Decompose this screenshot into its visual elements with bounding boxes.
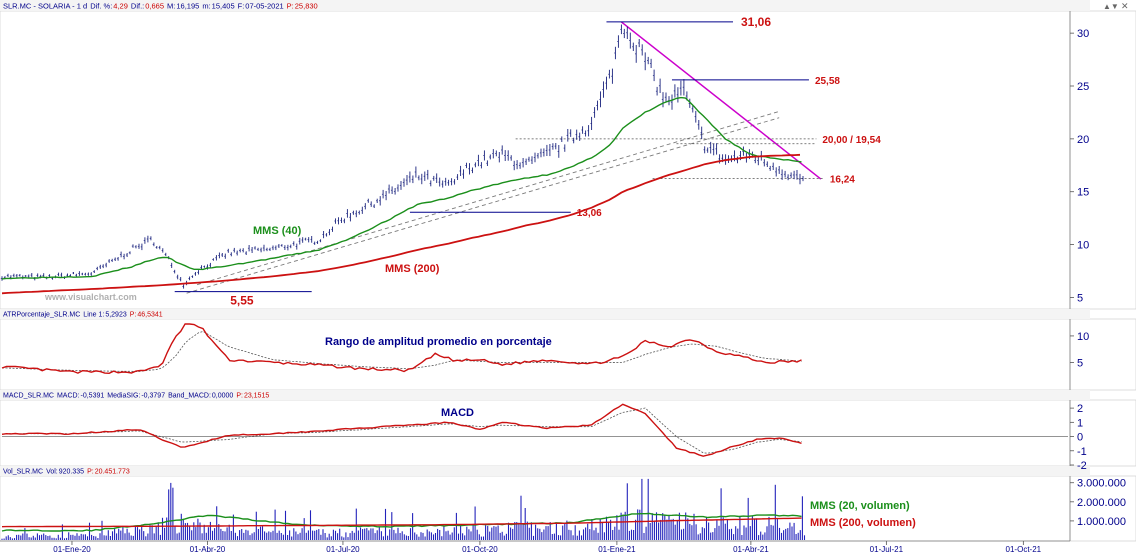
- volume-axis-tick-label: 3.000.000: [1077, 478, 1126, 490]
- x-axis-tick-label: 01-Oct-21: [1006, 545, 1042, 554]
- header-date-label: F:: [238, 2, 245, 11]
- x-axis-tick-label: 01-Jul-21: [870, 545, 904, 554]
- macd-axis-tick-label: -2: [1077, 460, 1087, 472]
- close-pane-button[interactable]: ✕: [1121, 1, 1129, 11]
- vol-header-name: Vol_SLR.MC: [3, 469, 43, 476]
- macd-axis-tick-label: 2: [1077, 403, 1083, 415]
- x-axis-tick-label: 01-Ene-21: [598, 545, 636, 554]
- price-axis-tick-label: 15: [1077, 187, 1089, 199]
- macd-header-p: 23,1515: [244, 393, 269, 400]
- level-label-2: 25,58: [815, 76, 840, 87]
- header-min: 15,405: [212, 2, 235, 11]
- collapse-button[interactable]: ▲▼: [1103, 2, 1119, 11]
- x-axis-tick-label: 01-Jul-20: [326, 545, 360, 554]
- price-header: SLR.MC - SOLARIA - 1 d Dif. %:4,29 Dif.:0,…: [0, 0, 1129, 11]
- atr-header: ATRPorcentaje_SLR.MC Line 1:5,2923 P:46,53…: [0, 309, 1090, 319]
- support-line-2: [196, 110, 780, 286]
- x-axis-tick-label: 01-Ene-20: [53, 545, 91, 554]
- macd-line: [1, 403, 802, 457]
- macd-header-sig: -0,3797: [141, 393, 165, 400]
- annotations: 31,06 25,58 20,00 / 19,54 16,24 13,06 5,55: [230, 15, 881, 308]
- volume-mms200-line: [1, 517, 802, 528]
- macd-header: MACD_SLR.MC MACD:-0,5391 MediaSIG:-0,3797 B…: [0, 390, 1090, 400]
- macd-header-macd: -0,5391: [81, 393, 105, 400]
- macd-header-band-label: Band_MACD:: [168, 393, 211, 400]
- atr-header-name: ATRPorcentaje_SLR.MC: [3, 312, 80, 319]
- legend-vol-mms20: MMS (20, volumen): [810, 500, 910, 512]
- x-axis-tick-label: 01-Oct-20: [462, 545, 498, 554]
- atr-title: Rango de amplitud promedio en porcentaje: [325, 336, 552, 348]
- level-label-3: 20,00 / 19,54: [822, 135, 881, 146]
- header-dif: 0,665: [145, 2, 164, 11]
- header-difpct: 4,29: [113, 2, 128, 11]
- level-label-6: 13,06: [577, 208, 602, 219]
- volume-axis-tick-label: 2.000.000: [1077, 497, 1126, 509]
- header-close-label: P:: [287, 2, 294, 11]
- header-difpct-label: Dif. %:: [90, 2, 112, 11]
- macd-header-sig-label: MediaSIG:: [107, 393, 140, 400]
- macd-axis-tick-label: 1: [1077, 417, 1083, 429]
- atr-header-l1: 5,2923: [105, 312, 127, 319]
- level-label-1: 31,06: [741, 15, 771, 29]
- macd-signal-line: [1, 407, 802, 454]
- chart-background: [0, 10, 1136, 542]
- atr-axis-tick-label: 10: [1077, 331, 1089, 343]
- panel-frame-macd: [0, 399, 1136, 467]
- downtrend-line: [620, 21, 822, 180]
- vol-header-p: 20.451.773: [95, 469, 130, 476]
- price-axis-tick-label: 20: [1077, 134, 1089, 146]
- price-axis-tick-label: 25: [1077, 81, 1089, 93]
- atr-axis-tick-label: 5: [1077, 357, 1083, 369]
- header-symbol: SLR.MC - SOLARIA - 1 d: [3, 2, 87, 11]
- mms40-line: [1, 96, 802, 280]
- vol-header-vol-label: Vol:: [46, 469, 58, 476]
- support-line-1: [186, 117, 780, 294]
- vol-header-p-label: P:: [87, 469, 94, 476]
- header-min-label: m:: [202, 2, 210, 11]
- level-label-7: 5,55: [230, 294, 254, 308]
- mms200-line: [1, 153, 801, 295]
- macd-header-band: 0,0000: [212, 393, 234, 400]
- x-axis-tick-label: 01-Abr-20: [190, 545, 226, 554]
- panel-frame-price: [0, 10, 1136, 310]
- price-axis-tick-label: 30: [1077, 28, 1089, 40]
- header-date: 07-05-2021: [245, 2, 283, 11]
- macd-header-name: MACD_SLR.MC: [3, 393, 54, 400]
- macd-header-p-label: P:: [236, 393, 243, 400]
- price-axis-tick-label: 10: [1077, 240, 1089, 252]
- header-dif-label: Dif.:: [131, 2, 144, 11]
- macd-header-macd-label: MACD:: [57, 393, 80, 400]
- vol-header: Vol_SLR.MC Vol:920.335 P:20.451.773: [0, 466, 1090, 476]
- price-panel: [0, 24, 1068, 540]
- header-max: 16,195: [176, 2, 199, 11]
- label-mms40: MMS (40): [253, 225, 302, 237]
- header-close: 25,830: [295, 2, 318, 11]
- atr-header-p-label: P:: [130, 312, 137, 319]
- x-axis-tick-label: 01-Abr-21: [733, 545, 769, 554]
- label-mms200: MMS (200): [385, 263, 440, 275]
- level-label-5: 16,24: [830, 175, 855, 186]
- level-lines: [174, 21, 824, 294]
- legend-vol-mms200: MMS (200, volumen): [810, 517, 916, 529]
- header-max-label: M:: [167, 2, 175, 11]
- volume-axis-tick-label: 1.000.000: [1077, 516, 1126, 528]
- vol-header-vol: 920.335: [59, 469, 84, 476]
- panel-frame-atr: [0, 318, 1136, 391]
- atr-line: [1, 323, 802, 375]
- axes: 5 10 15 20 25 30 5 10 -2 -1 0 1 2 1.000.000 2.000.000 3…: [0, 28, 1126, 554]
- macd-axis-tick-label: -1: [1077, 446, 1087, 458]
- macd-title: MACD: [441, 407, 474, 419]
- watermark: www.visualchart.com: [44, 292, 137, 302]
- macd-axis-tick-label: 0: [1077, 432, 1083, 444]
- atr-header-l1-label: Line 1:: [83, 312, 104, 319]
- price-axis-tick-label: 5: [1077, 292, 1083, 304]
- atr-header-p: 46,5341: [137, 312, 162, 319]
